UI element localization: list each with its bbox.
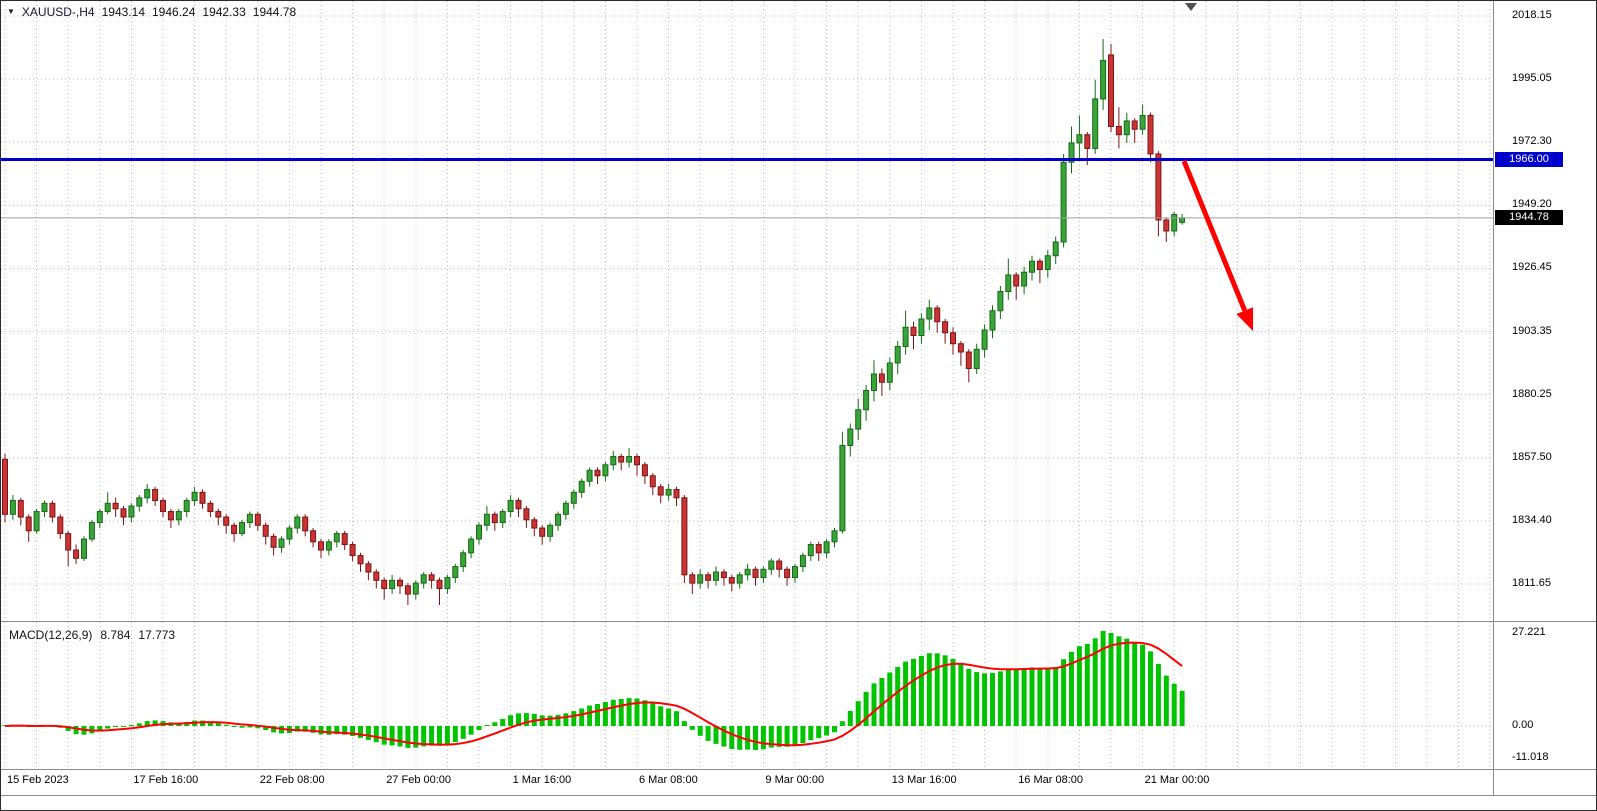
price-axis-label: 1857.50 [1512,450,1552,463]
price-axis[interactable]: 1966.00 1944.78 2018.15 1995.05 1972.30 194… [1494,1,1596,769]
bottom-separator [1,795,1596,796]
macd-indicator-name: MACD(12,26,9) [9,628,93,642]
price-axis-label: 1880.25 [1512,387,1552,400]
time-axis-label: 13 Mar 16:00 [891,774,957,786]
price-axis-label: 1995.05 [1512,72,1552,85]
macd-indicator-chart[interactable] [1,622,1493,769]
ohlc-high-value: 1946.24 [152,5,196,19]
time-axis-label: 22 Feb 08:00 [259,774,325,786]
price-axis-label: 1811.65 [1512,576,1551,589]
chart-shift-marker-icon[interactable] [1185,3,1197,11]
time-axis[interactable]: 15 Feb 2023 17 Feb 16:00 22 Feb 08:00 27 Fe… [1,770,1493,795]
time-axis-separator [1,769,1596,770]
time-axis-label: 9 Mar 00:00 [765,774,825,786]
panel-resize-handle[interactable] [1,621,1596,622]
macd-axis-label: 0.00 [1512,719,1534,731]
macd-indicator-header: MACD(12,26,9) 8.784 17.773 [9,628,175,642]
time-axis-label: 16 Mar 08:00 [1018,774,1084,786]
price-axis-label: 1903.35 [1512,324,1552,337]
time-axis-label: 17 Feb 16:00 [133,774,199,786]
ohlc-close-value: 1944.78 [252,5,297,19]
price-axis-separator [1493,1,1494,795]
macd-signal-value: 17.773 [138,628,176,642]
chart-collapse-triangle-icon[interactable]: ▼ [7,7,15,16]
bid-price-tag: 1944.78 [1495,210,1563,226]
time-axis-label: 21 Mar 00:00 [1144,774,1210,786]
chart-symbol-title: XAUUSD-,H4 [21,5,95,19]
price-axis-label: 1926.45 [1512,261,1552,274]
time-axis-label: 27 Feb 00:00 [386,774,452,786]
time-axis-label: 15 Feb 2023 [7,774,69,786]
ohlc-low-value: 1942.33 [202,5,246,19]
main-price-chart[interactable] [1,1,1493,621]
hline-price-tag: 1966.00 [1495,151,1563,167]
time-axis-label: 1 Mar 16:00 [512,774,572,786]
time-axis-label: 6 Mar 08:00 [639,774,698,786]
price-axis-label: 1972.30 [1512,135,1552,148]
macd-main-value: 8.784 [100,628,131,642]
macd-axis-label: 27.221 [1512,626,1546,638]
ohlc-open-value: 1943.14 [101,5,145,19]
price-axis-label: 1834.40 [1512,513,1552,526]
price-axis-label: 2018.15 [1512,9,1552,21]
macd-axis-label: -11.018 [1512,751,1549,763]
price-axis-label: 1949.20 [1512,198,1552,211]
chart-ohlc-header: ▼ XAUUSD-,H4 1943.14 1946.24 1942.33 194… [7,5,296,19]
